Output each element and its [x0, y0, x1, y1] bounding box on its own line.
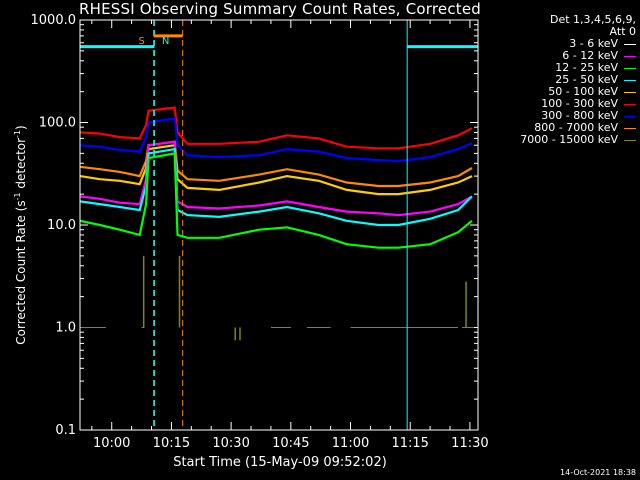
legend-entry: 50 - 100 keV: [480, 86, 636, 98]
series-line: [79, 152, 473, 249]
legend-header-line2: Att 0: [609, 25, 636, 38]
y-tick-label: 0.1: [55, 423, 76, 438]
legend-label: 100 - 300 keV: [541, 97, 618, 110]
legend-swatch: [624, 91, 636, 93]
y-tick-label: 100.0: [39, 116, 76, 131]
x-tick-label: 10:15: [153, 436, 190, 451]
legend-swatch: [624, 115, 636, 117]
series-line: [79, 143, 473, 196]
legend-label: 7000 - 15000 keV: [520, 133, 618, 146]
series-layer: [79, 106, 475, 341]
legend-label: 800 - 7000 keV: [534, 121, 618, 134]
plot-frame: [79, 19, 479, 431]
legend-entry: 300 - 800 keV: [480, 110, 636, 122]
y-tick-label: 1000.0: [31, 13, 77, 28]
y-axis-label-mid: detector: [14, 137, 28, 193]
legend-label: 3 - 6 keV: [569, 37, 618, 50]
x-tick-label: 11:15: [391, 436, 428, 451]
flag-label: N: [162, 36, 169, 47]
y-axis-label: Corrected Count Rate (s-1 detector-1): [13, 125, 28, 344]
series-line: [79, 117, 473, 163]
legend-swatch: [624, 127, 636, 129]
series-line: [79, 140, 473, 188]
series-line: [79, 156, 473, 239]
y-axis-label-sup2: -1: [13, 129, 22, 138]
legend-label: 50 - 100 keV: [548, 85, 618, 98]
legend-entry: 800 - 7000 keV: [480, 122, 636, 134]
x-tick-label: 10:00: [93, 436, 130, 451]
x-tick-label: 11:00: [332, 436, 369, 451]
y-tick-label: 1.0: [55, 321, 76, 336]
flag-label: S: [139, 36, 145, 47]
x-axis-label: Start Time (15-May-09 09:52:02): [173, 455, 387, 470]
legend-entry: 7000 - 15000 keV: [480, 134, 636, 146]
legend-label: 12 - 25 keV: [555, 61, 618, 74]
x-tick-label: 10:45: [272, 436, 309, 451]
y-axis-label-sup1: -1: [13, 192, 22, 201]
series-line: [79, 106, 473, 150]
x-tick-label: 11:30: [451, 436, 488, 451]
y-axis-label-main: Corrected Count Rate (s: [14, 200, 28, 345]
legend-label: 6 - 12 keV: [562, 49, 618, 62]
series-line: [79, 147, 473, 227]
legend-header-line1: Det 1,3,4,5,6,9,: [549, 13, 636, 26]
y-axis-label-end: ): [14, 125, 28, 130]
legend-swatch: [624, 67, 636, 69]
legend-entry: 12 - 25 keV: [480, 62, 636, 74]
series-line: [79, 140, 473, 217]
legend-entry: 25 - 50 keV: [480, 74, 636, 86]
legend-swatch: [624, 139, 636, 141]
legend-entry: 6 - 12 keV: [480, 50, 636, 62]
legend-label: 300 - 800 keV: [541, 109, 618, 122]
legend-swatch: [624, 103, 636, 105]
axes-layer: 0.1 1.0 10.0 100.0 1000.0 10:00 10:15 10:30 10:4…: [31, 13, 489, 451]
chart-title: RHESSI Observing Summary Count Rates, Co…: [78, 0, 481, 18]
legend-swatch: [624, 55, 636, 57]
legend-entry: 3 - 6 keV: [480, 38, 636, 50]
legend-label: 25 - 50 keV: [555, 73, 618, 86]
x-tick-label: 10:30: [212, 436, 249, 451]
timestamp: 14-Oct-2021 18:38: [560, 468, 636, 477]
legend: Det 1,3,4,5,6,9, Att 0 3 - 6 keV 6 - 12 …: [480, 14, 636, 146]
legend-swatch: [624, 43, 636, 45]
legend-entry: 100 - 300 keV: [480, 98, 636, 110]
y-tick-label: 10.0: [47, 218, 76, 233]
legend-swatch: [624, 79, 636, 81]
